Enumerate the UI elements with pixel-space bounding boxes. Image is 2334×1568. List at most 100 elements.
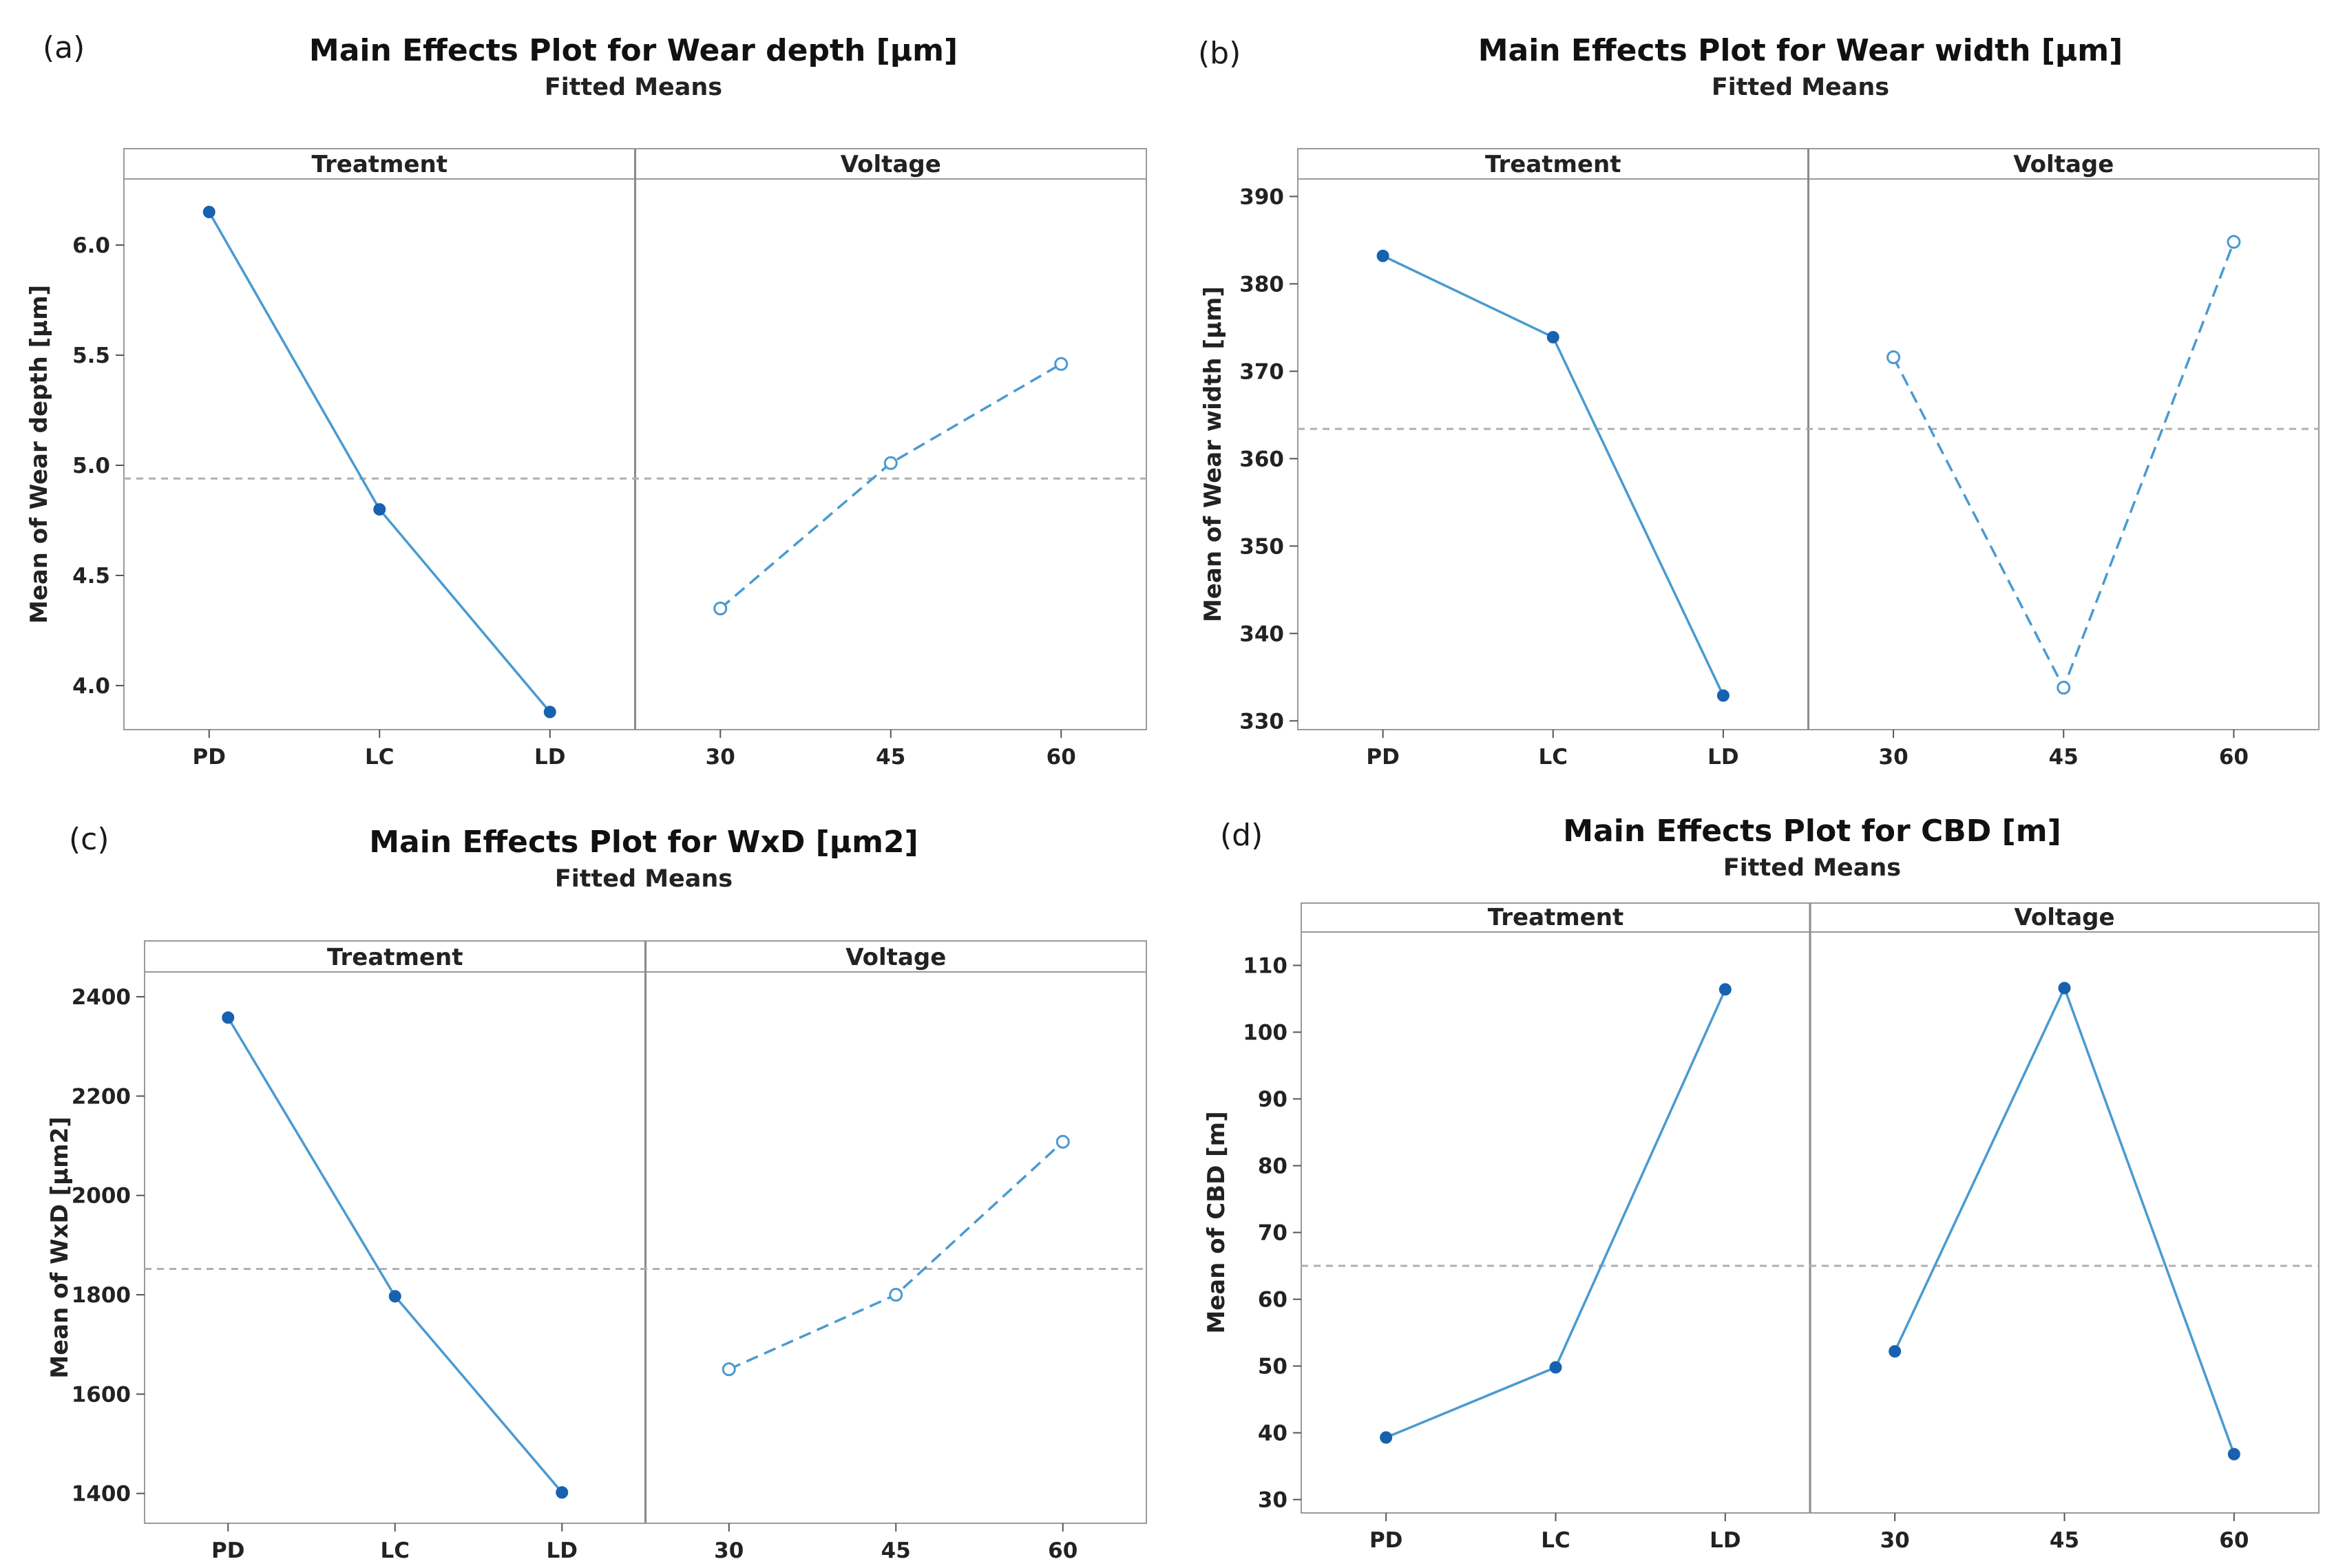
chart-subtitle: Fitted Means — [555, 865, 733, 893]
y-tick-label: 50 — [1258, 1355, 1287, 1379]
data-point — [1716, 689, 1730, 702]
x-tick-label: 45 — [2050, 1528, 2079, 1553]
data-point — [1886, 350, 1901, 365]
y-tick-label: 5.0 — [72, 454, 110, 478]
chart-panel-1: (b) Main Effects Plot for Wear width [µm]… — [1198, 33, 2320, 770]
panel-letter: (c) — [69, 822, 109, 857]
data-point — [1054, 357, 1069, 371]
y-tick-label: 30 — [1258, 1488, 1287, 1513]
x-tick-label: 30 — [706, 745, 735, 770]
data-point — [1546, 330, 1559, 343]
panel-letter: (a) — [43, 30, 85, 65]
x-tick-label: 30 — [714, 1538, 744, 1563]
panel-letter: (d) — [1220, 818, 1263, 853]
data-point — [543, 706, 556, 719]
y-tick-label: 1400 — [72, 1482, 131, 1507]
facet-label: Treatment — [1488, 904, 1623, 931]
x-tick-label: LD — [547, 1538, 578, 1563]
facet-label: Treatment — [327, 944, 463, 971]
facet-label: Voltage — [845, 944, 946, 971]
chart-title: Main Effects Plot for Wear depth [µm] — [309, 33, 958, 68]
y-tick-label: 2200 — [72, 1084, 131, 1109]
series-line-treatment — [208, 211, 551, 713]
y-tick-label: 330 — [1239, 709, 1284, 734]
facet-label: Voltage — [2014, 904, 2114, 931]
y-tick-label: 100 — [1243, 1021, 1287, 1046]
x-tick-label: 30 — [1879, 745, 1909, 770]
y-tick-label: 360 — [1239, 447, 1284, 472]
series-line-voltage — [719, 363, 1062, 610]
y-tick-label: 1800 — [72, 1283, 131, 1308]
x-tick-label: PD — [1366, 745, 1399, 770]
data-point — [1055, 1134, 1070, 1149]
series-line-treatment — [227, 1017, 563, 1494]
y-tick-label: 110 — [1243, 954, 1287, 979]
x-tick-label: PD — [193, 745, 226, 770]
data-point — [722, 1362, 736, 1377]
data-point — [1376, 249, 1389, 262]
facet-label: Voltage — [2013, 151, 2114, 178]
x-tick-label: 60 — [2219, 1528, 2249, 1553]
x-tick-label: 60 — [1047, 745, 1076, 770]
chart-title: Main Effects Plot for WxD [µm2] — [369, 825, 918, 860]
x-tick-label: LD — [1707, 745, 1739, 770]
chart-title: Main Effects Plot for CBD [m] — [1563, 814, 2061, 849]
y-tick-label: 4.5 — [72, 564, 110, 589]
data-point — [1549, 1361, 1562, 1374]
data-point — [202, 206, 215, 218]
y-tick-label: 80 — [1258, 1154, 1287, 1179]
data-point — [713, 602, 728, 615]
data-point — [373, 503, 386, 516]
y-tick-label: 40 — [1258, 1421, 1287, 1446]
chart-subtitle: Fitted Means — [1712, 74, 1889, 101]
data-point — [1889, 1345, 1902, 1358]
data-point — [1718, 983, 1732, 996]
chart-panel-0: (a) Main Effects Plot for Wear depth [µm]… — [25, 30, 1147, 770]
x-tick-label: LC — [1541, 1528, 1570, 1553]
y-tick-label: 390 — [1239, 184, 1284, 209]
data-point — [2058, 982, 2071, 995]
y-tick-label: 4.0 — [72, 674, 110, 699]
y-tick-label: 350 — [1239, 534, 1284, 559]
facet-label: Treatment — [312, 151, 448, 178]
x-tick-label: LD — [1710, 1528, 1741, 1553]
series-line-treatment — [1382, 255, 1725, 697]
y-axis-label: Mean of Wear depth [µm] — [25, 285, 53, 624]
data-point — [889, 1288, 903, 1302]
chart-panel-2: (c) Main Effects Plot for WxD [µm2] Fitted… — [46, 822, 1147, 1563]
x-tick-label: PD — [211, 1538, 244, 1563]
data-point — [388, 1290, 401, 1303]
data-point — [2057, 681, 2071, 695]
y-tick-label: 2000 — [72, 1184, 131, 1209]
y-tick-label: 340 — [1239, 622, 1284, 646]
series-line-voltage — [1892, 241, 2236, 691]
facet-label: Voltage — [841, 151, 941, 178]
chart-subtitle: Fitted Means — [545, 74, 722, 101]
data-point — [883, 456, 898, 470]
x-tick-label: 60 — [1048, 1538, 1077, 1563]
x-tick-label: 60 — [2219, 745, 2249, 770]
chart-subtitle: Fitted Means — [1723, 854, 1901, 882]
data-point — [222, 1011, 235, 1024]
data-point — [1380, 1431, 1393, 1444]
y-tick-label: 70 — [1258, 1221, 1287, 1246]
x-tick-label: 45 — [2049, 745, 2079, 770]
x-tick-label: 45 — [881, 1538, 911, 1563]
x-tick-label: LD — [534, 745, 566, 770]
data-point — [2227, 1448, 2240, 1461]
x-tick-label: LC — [380, 1538, 410, 1563]
y-tick-label: 90 — [1258, 1088, 1287, 1112]
chart-title: Main Effects Plot for Wear width [µm] — [1478, 33, 2123, 68]
y-axis-label: Mean of Wear width [µm] — [1199, 286, 1227, 622]
x-tick-label: 30 — [1880, 1528, 1910, 1553]
x-tick-label: PD — [1369, 1528, 1402, 1553]
y-tick-label: 6.0 — [72, 233, 110, 258]
panel-letter: (b) — [1198, 36, 1241, 71]
y-tick-label: 5.5 — [72, 343, 110, 368]
chart-panel-3: (d) Main Effects Plot for CBD [m] Fitted M… — [1203, 814, 2320, 1553]
facet-label: Treatment — [1485, 151, 1621, 178]
x-tick-label: 45 — [876, 745, 905, 770]
y-tick-label: 370 — [1239, 359, 1284, 384]
x-tick-label: LC — [1538, 745, 1568, 770]
